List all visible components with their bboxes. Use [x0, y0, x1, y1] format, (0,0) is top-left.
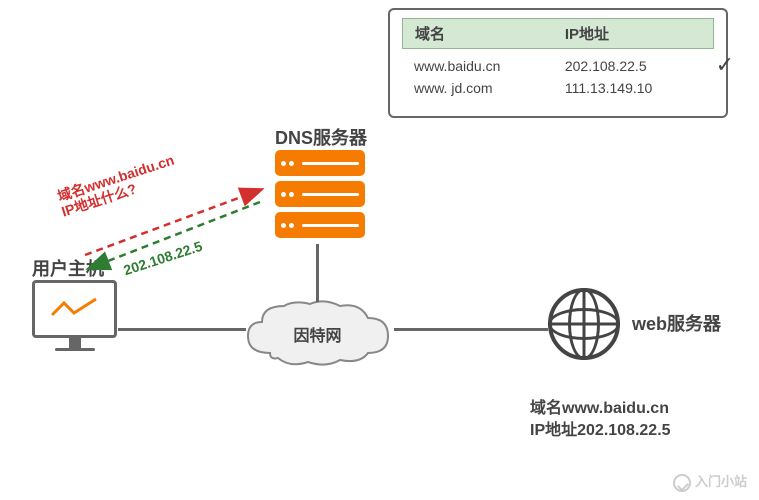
watermark-text: 入门小站 — [695, 474, 747, 489]
web-ip-text: IP地址202.108.22.5 — [530, 416, 671, 440]
user-monitor-icon — [32, 280, 117, 351]
dns-lookup-table: 域名 IP地址 www.baidu.cn 202.108.22.5 www. j… — [388, 8, 728, 118]
dns-row: www. jd.com 111.13.149.10 — [414, 77, 702, 99]
watermark: 入门小站 — [673, 471, 747, 492]
web-server-globe-icon — [548, 288, 620, 360]
dns-table-body: www.baidu.cn 202.108.22.5 www. jd.com 11… — [402, 49, 714, 106]
line-dns-cloud — [316, 244, 319, 302]
dns-col-ip: IP地址 — [565, 23, 701, 44]
line-user-cloud — [118, 328, 246, 331]
server-unit — [275, 212, 365, 238]
dns-cell-domain: www. jd.com — [414, 77, 565, 99]
dns-row: www.baidu.cn 202.108.22.5 — [414, 55, 702, 77]
dns-server-icon — [275, 150, 365, 243]
dns-cell-ip: 202.108.22.5 — [565, 55, 702, 77]
monitor-wave-icon — [50, 297, 100, 321]
internet-label: 因特网 — [293, 322, 341, 346]
server-unit — [275, 181, 365, 207]
web-server-label: web服务器 — [632, 310, 721, 336]
web-domain-text: 域名www.baidu.cn — [530, 394, 669, 418]
server-unit — [275, 150, 365, 176]
dns-cell-ip: 111.13.149.10 — [565, 77, 702, 99]
internet-cloud-icon: 因特网 — [240, 298, 395, 370]
dns-col-domain: 域名 — [415, 23, 565, 44]
line-cloud-web — [394, 328, 548, 331]
dns-cell-domain: www.baidu.cn — [414, 55, 565, 77]
dns-table-header: 域名 IP地址 — [402, 18, 714, 49]
wechat-icon — [673, 474, 691, 492]
checkmark-icon: ✓ — [716, 52, 734, 78]
dns-server-label: DNS服务器 — [275, 124, 367, 150]
